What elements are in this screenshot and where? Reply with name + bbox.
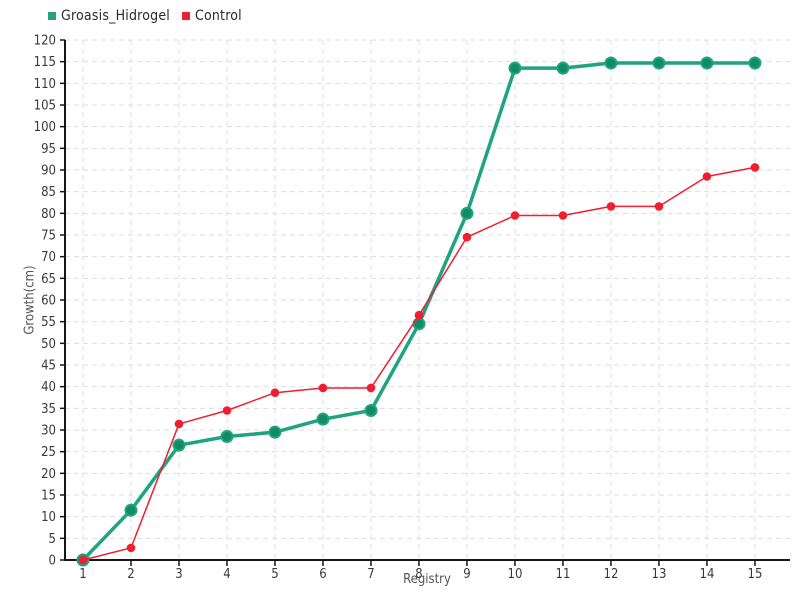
data-point — [654, 202, 664, 211]
data-point — [510, 211, 520, 220]
svg-text:95: 95 — [41, 142, 56, 157]
legend-swatch-groasis-hidrogel — [48, 12, 56, 20]
svg-text:35: 35 — [41, 402, 56, 417]
data-point — [318, 383, 328, 393]
x-axis-title: Registry — [403, 572, 451, 587]
svg-text:10: 10 — [508, 567, 523, 582]
data-point — [126, 543, 136, 553]
data-point — [606, 202, 616, 211]
data-point — [702, 172, 712, 181]
data-point — [652, 56, 666, 70]
legend-label-control: Control — [194, 8, 242, 24]
svg-text:90: 90 — [41, 164, 56, 179]
svg-text:100: 100 — [34, 120, 56, 135]
data-point — [462, 232, 472, 242]
data-point — [558, 211, 568, 220]
tick-marks — [60, 39, 756, 566]
data-point — [220, 430, 234, 443]
data-point — [268, 425, 282, 439]
svg-text:115: 115 — [34, 55, 56, 70]
data-point — [174, 419, 184, 429]
svg-text:120: 120 — [34, 34, 56, 49]
legend-item-groasis-hidrogel: Groasis_Hidrogel — [48, 8, 170, 24]
svg-text:12: 12 — [604, 567, 619, 582]
svg-text:11: 11 — [556, 567, 571, 582]
data-point — [748, 56, 762, 70]
svg-text:20: 20 — [41, 467, 56, 482]
svg-text:10: 10 — [41, 510, 56, 525]
svg-text:2: 2 — [127, 567, 134, 582]
data-point — [750, 163, 760, 172]
data-point — [366, 383, 376, 393]
svg-text:75: 75 — [41, 229, 56, 244]
data-point — [460, 206, 474, 220]
data-point — [414, 310, 424, 320]
svg-text:55: 55 — [41, 315, 56, 330]
svg-text:8: 8 — [415, 567, 422, 582]
svg-text:14: 14 — [700, 567, 715, 582]
data-point — [700, 56, 714, 70]
data-point — [508, 61, 522, 75]
y-axis-title: Growth(cm) — [22, 265, 38, 335]
svg-text:7: 7 — [367, 567, 374, 582]
svg-text:5: 5 — [271, 567, 278, 582]
data-point — [364, 404, 378, 417]
svg-text:40: 40 — [41, 380, 56, 395]
svg-text:110: 110 — [34, 77, 56, 92]
svg-text:105: 105 — [34, 99, 56, 114]
svg-text:15: 15 — [748, 567, 763, 582]
series-points-Groasis_Hidrogel — [76, 56, 762, 567]
svg-text:25: 25 — [41, 445, 56, 460]
data-point — [78, 555, 88, 565]
svg-text:13: 13 — [652, 567, 667, 582]
svg-text:4: 4 — [223, 567, 230, 582]
svg-text:9: 9 — [463, 567, 470, 582]
data-point — [124, 503, 138, 517]
data-point — [556, 61, 570, 75]
svg-text:1: 1 — [79, 567, 86, 582]
svg-text:15: 15 — [41, 489, 56, 504]
svg-text:60: 60 — [41, 294, 56, 309]
svg-text:5: 5 — [49, 532, 56, 547]
svg-text:70: 70 — [41, 250, 56, 265]
y-tick-labels: 0 5 10 15 20 25 30 35 40 45 50 55 60 65 70 75 80 85 90 95 10… — [34, 34, 56, 569]
legend-item-control: Control — [181, 8, 242, 24]
legend-swatch-control — [181, 12, 190, 20]
data-point — [222, 406, 232, 415]
legend: Groasis_Hidrogel Control — [48, 8, 242, 24]
data-point — [270, 388, 280, 398]
svg-text:6: 6 — [319, 567, 326, 582]
svg-text:45: 45 — [41, 359, 56, 374]
svg-text:50: 50 — [41, 337, 56, 352]
data-point — [604, 56, 618, 70]
data-point — [172, 438, 186, 452]
legend-label-groasis-hidrogel: Groasis_Hidrogel — [61, 8, 170, 24]
svg-text:3: 3 — [175, 567, 182, 582]
series-points-Control — [78, 163, 760, 565]
svg-text:65: 65 — [41, 272, 56, 287]
data-point — [316, 412, 330, 426]
svg-text:80: 80 — [41, 207, 56, 222]
svg-text:30: 30 — [41, 424, 56, 439]
x-tick-labels: 1 2 3 4 5 6 7 8 9 10 11 12 13 14 15 — [79, 567, 762, 582]
svg-text:0: 0 — [49, 554, 56, 569]
svg-text:85: 85 — [41, 185, 56, 200]
